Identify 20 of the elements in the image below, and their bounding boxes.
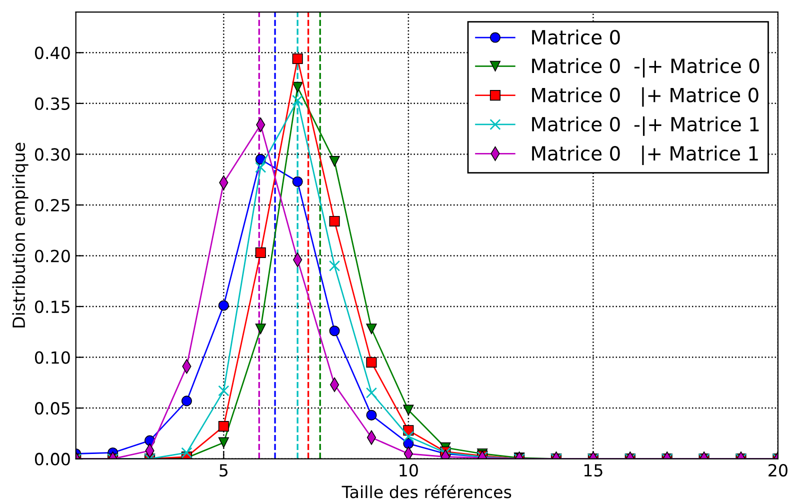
y-tick-label: 0.10	[34, 351, 70, 364]
y-tick-label: 0.00	[34, 452, 70, 466]
legend-label: Matrice 0 |+ Matrice 1	[532, 146, 758, 166]
x-tick-label: 5	[220, 464, 228, 477]
y-tick-label: 0.40	[34, 46, 70, 60]
legend-label: Matrice 0 -|+ Matrice 0	[532, 58, 760, 78]
legend-label: Matrice 0 -|+ Matrice 1	[532, 116, 759, 136]
legend-label: Matrice 0	[532, 30, 620, 45]
x-axis-title: Taille des références	[342, 484, 512, 498]
y-tick-label: 0.25	[34, 198, 70, 212]
y-axis-title: Distribution empirique	[12, 142, 28, 328]
x-tick-label: 15	[584, 464, 602, 477]
y-tick-label: 0.05	[34, 402, 70, 415]
x-tick-label: 20	[768, 464, 788, 477]
x-tick-label: 10	[400, 464, 418, 477]
y-tick-label: 0.15	[34, 300, 70, 314]
y-tick-label: 0.20	[34, 250, 70, 262]
legend-label: Matrice 0 |+ Matrice 0	[532, 87, 758, 107]
y-tick-label: 0.30	[34, 148, 70, 161]
y-tick-label: 0.35	[34, 97, 70, 110]
